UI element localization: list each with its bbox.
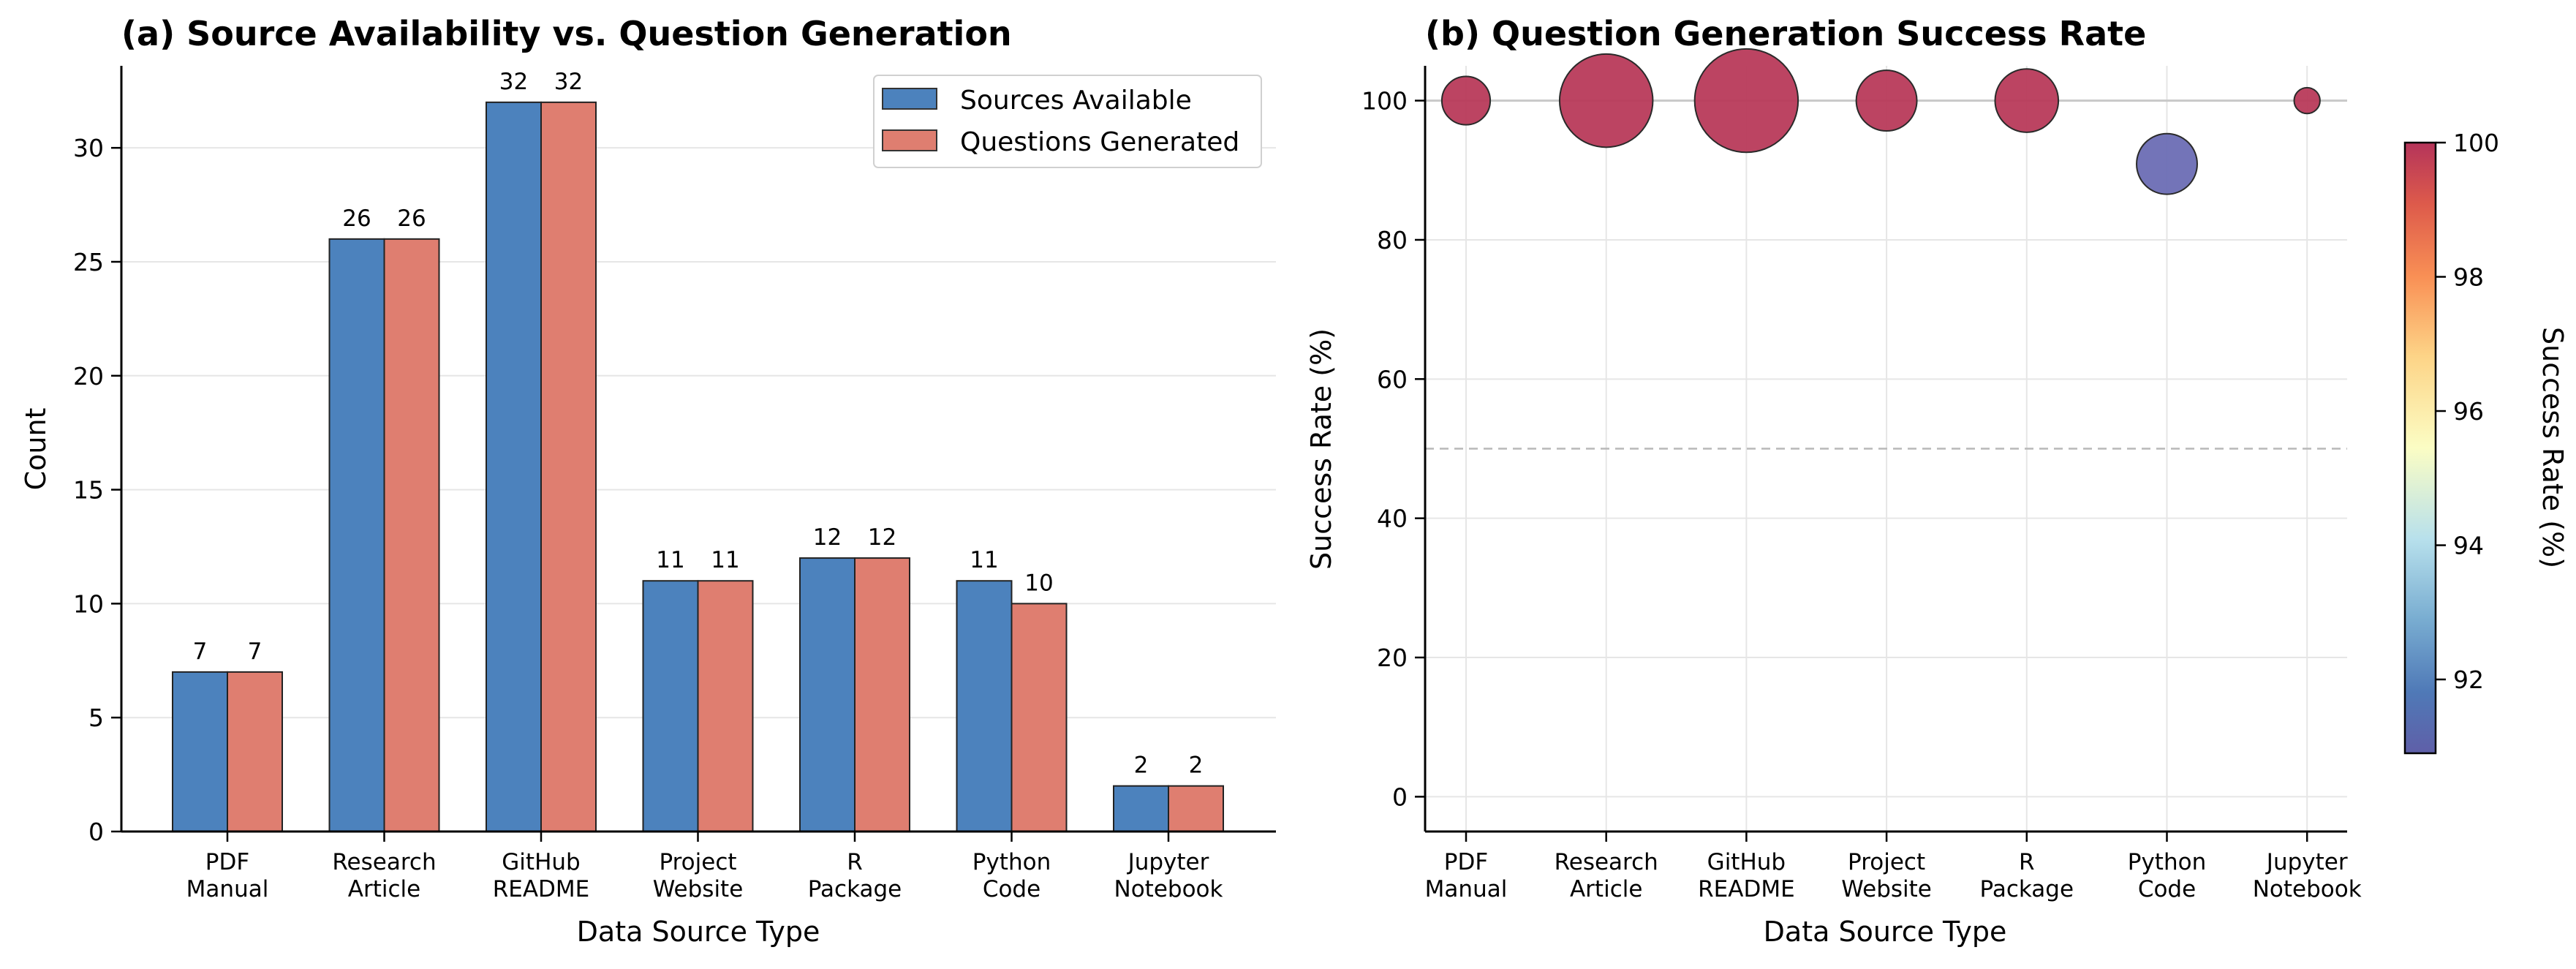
colorbar-tick-label: 96: [2453, 397, 2484, 426]
panel-a-x-tick-label: Research: [332, 849, 436, 875]
bar-sources-available: [172, 671, 228, 832]
legend-box: [873, 75, 1262, 168]
bar-value-label: 2: [1134, 753, 1149, 779]
bar-value-label: 26: [342, 206, 371, 232]
panel-b-x-tick-label: Manual: [1425, 876, 1508, 902]
panel-b-title: (b) Question Generation Success Rate: [1425, 14, 2146, 53]
panel-a-x-tick-label: Package: [808, 876, 902, 902]
panel-b-x-tick-label: PDF: [1444, 849, 1488, 875]
panel-a-y-tick-label: 30: [73, 134, 104, 162]
bar-value-label: 2: [1189, 753, 1204, 779]
panel-a-y-label: Count: [20, 408, 52, 491]
panel-a-y-tick-label: 15: [73, 476, 104, 505]
panel-b-y-tick-label: 40: [1377, 505, 1408, 533]
panel-b-x-tick-label: R: [2019, 849, 2035, 875]
colorbar: 92 94 96 98 100 Success Rate (%): [2403, 129, 2569, 755]
panel-a-title: (a) Source Availability vs. Question Gen…: [121, 14, 1012, 53]
panel-a-x-tick-label: Jupyter: [1127, 849, 1209, 875]
bar-sources-available: [1113, 785, 1169, 833]
panel-b-x-tick-label: Research: [1555, 849, 1658, 875]
panel-a-x-tick-label: Notebook: [1114, 876, 1223, 902]
success-rate-point: [1558, 53, 1654, 148]
panel-b-x-tick-label: Python: [2128, 849, 2206, 875]
panel-b-x-tick-label: Website: [1841, 876, 1932, 902]
bar-value-label: 32: [499, 69, 528, 95]
colorbar-tick-label: 92: [2453, 666, 2484, 694]
panel-a-y-tick-label: 25: [73, 248, 104, 276]
colorbar-tick-label: 98: [2453, 263, 2484, 292]
panel-b-x-tick-label: README: [1698, 876, 1795, 902]
panel-a-y-tick-label: 5: [88, 704, 104, 732]
success-rate-point: [2136, 132, 2198, 195]
success-rate-point: [1994, 68, 2060, 133]
bar-sources-available: [486, 101, 542, 833]
bar-questions-generated: [540, 101, 597, 833]
success-rate-point: [2293, 86, 2321, 115]
legend-swatch-questions-generated: [882, 129, 937, 151]
colorbar-tick-label: 94: [2453, 532, 2484, 560]
bar-sources-available: [956, 580, 1013, 832]
panel-b-x-tick-label: Code: [2138, 876, 2196, 902]
panel-a-y-tick-label: 20: [73, 362, 104, 391]
bar-questions-generated: [1168, 785, 1224, 833]
bar-questions-generated: [1011, 603, 1068, 833]
bar-value-label: 26: [397, 206, 426, 232]
bar-value-label: 10: [1024, 570, 1053, 596]
panel-b-x-tick-label: Jupyter: [2265, 849, 2348, 875]
bar-value-label: 7: [248, 638, 262, 665]
panel-a-x-tick-label: R: [847, 849, 863, 875]
panel-b-y-label: Success Rate (%): [1305, 328, 1337, 570]
colorbar-gradient: [2403, 141, 2437, 755]
bar-questions-generated: [854, 557, 910, 832]
bar-value-label: 12: [813, 524, 842, 551]
panel-a-legend: Sources Available Questions Generated: [873, 75, 1262, 168]
bar-sources-available: [328, 238, 385, 833]
panel-b-y-tick-label: 100: [1361, 87, 1408, 116]
legend-swatch-sources-available: [882, 88, 937, 110]
panel-b-y-tick-label: 20: [1377, 644, 1408, 672]
panel-a-x-tick-label: PDF: [205, 849, 249, 875]
panel-b: (b) Question Generation Success Rate 0 20…: [1305, 14, 2569, 948]
panel-a-y-tick-label: 0: [88, 818, 104, 846]
bar-value-label: 11: [656, 547, 684, 573]
panel-b-x-tick-label: GitHub: [1707, 849, 1786, 875]
colorbar-label: Success Rate (%): [2537, 327, 2569, 568]
panel-a-x-tick-label: Code: [983, 876, 1040, 902]
panel-a: (a) Source Availability vs. Question Gen…: [20, 14, 1276, 948]
panel-b-y-tick-label: 0: [1392, 783, 1408, 811]
panel-a-y-tick-label: 10: [73, 589, 104, 618]
bar-sources-available: [799, 557, 855, 832]
legend-label-sources-available: Sources Available: [960, 86, 1192, 116]
bar-value-label: 11: [711, 547, 739, 573]
success-rate-point: [1855, 69, 1918, 132]
bar-value-label: 11: [970, 547, 998, 573]
panel-a-x-tick-label: Project: [659, 849, 736, 875]
panel-a-x-tick-label: Article: [348, 876, 420, 902]
legend-label-questions-generated: Questions Generated: [960, 127, 1239, 157]
panel-b-y-tick-label: 60: [1377, 365, 1408, 393]
bar-questions-generated: [227, 671, 283, 832]
panel-b-y-tick-label: 80: [1377, 226, 1408, 254]
success-rate-point: [1693, 48, 1799, 154]
bar-sources-available: [642, 580, 699, 832]
panel-a-x-tick-label: Python: [972, 849, 1051, 875]
bar-value-label: 12: [868, 524, 896, 551]
panel-a-x-tick-label: Manual: [186, 876, 269, 902]
panel-a-x-tick-label: GitHub: [502, 849, 580, 875]
bar-questions-generated: [383, 238, 440, 833]
panel-a-x-tick-label: README: [493, 876, 590, 902]
bar-value-label: 7: [193, 638, 208, 665]
panel-a-x-label: Data Source Type: [577, 916, 820, 948]
panel-b-x-label: Data Source Type: [1764, 916, 2007, 948]
bar-questions-generated: [697, 580, 754, 832]
panel-b-x-tick-label: Project: [1848, 849, 1925, 875]
panel-b-x-tick-label: Article: [1570, 876, 1642, 902]
success-rate-point: [1440, 75, 1492, 126]
colorbar-tick-label: 100: [2453, 129, 2499, 157]
bar-value-label: 32: [554, 69, 583, 95]
panel-b-x-tick-label: Notebook: [2253, 876, 2362, 902]
panel-b-x-tick-label: Package: [1980, 876, 2074, 902]
panel-a-x-tick-label: Website: [653, 876, 744, 902]
